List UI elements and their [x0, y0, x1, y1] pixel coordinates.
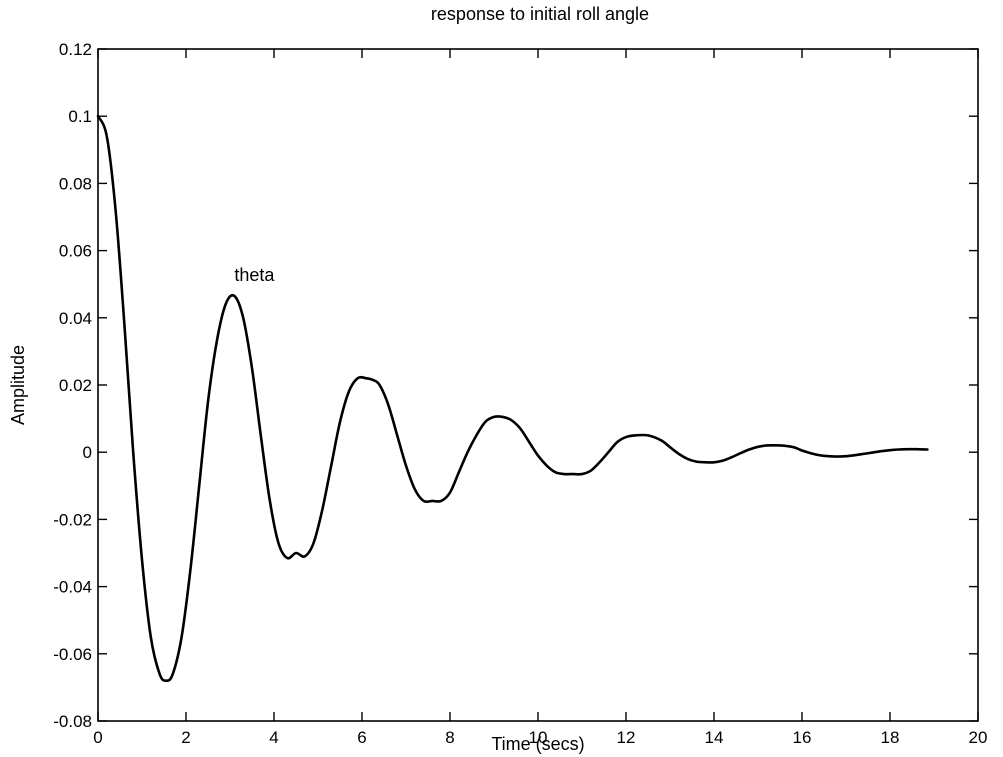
y-tick-label: 0.02 [59, 376, 92, 395]
x-tick-label: 2 [181, 728, 190, 747]
y-tick-label: 0.1 [68, 107, 92, 126]
x-tick-label: 6 [357, 728, 366, 747]
x-axis-label: Time (secs) [491, 734, 584, 754]
y-tick-label: 0.08 [59, 174, 92, 193]
x-tick-label: 0 [93, 728, 102, 747]
x-tick-label: 8 [445, 728, 454, 747]
y-tick-label: 0 [83, 443, 92, 462]
plot-area: 0 2 4 6 8 10 12 14 16 18 20 -0.08-0.06-0.04-0.0200… [53, 40, 987, 747]
x-tick-label: 14 [705, 728, 724, 747]
x-tick-label: 12 [617, 728, 636, 747]
x-axis-ticks [97, 49, 979, 721]
chart-title: response to initial roll angle [431, 4, 649, 24]
y-axis-label: Amplitude [8, 345, 28, 425]
series-line-0 [96, 114, 929, 682]
x-tick-label: 20 [969, 728, 988, 747]
y-tick-label: -0.04 [53, 578, 92, 597]
x-tick-label: 10 [529, 728, 548, 747]
y-tick-label: -0.02 [53, 510, 92, 529]
x-tick-label: 18 [881, 728, 900, 747]
x-tick-label: 4 [269, 728, 278, 747]
series-layer [96, 114, 929, 682]
y-tick-label: 0.12 [59, 40, 92, 59]
y-axis-tick-labels: -0.08 -0.06 -0.04 -0.02 0 0.02 0.04 0.06 0.08 0.1… [53, 40, 92, 731]
y-tick-label: -0.08 [53, 712, 92, 731]
y-tick-label: 0.04 [59, 309, 92, 328]
y-axis-ticks [98, 48, 978, 722]
y-tick-label: 0.06 [59, 242, 92, 261]
annotation-label: theta [234, 265, 275, 285]
y-tick-label: -0.06 [53, 645, 92, 664]
x-axis-tick-labels: 0 2 4 6 8 10 12 14 16 18 20 [93, 728, 987, 747]
annotation-layer: theta [234, 265, 275, 285]
axes-frame [97, 48, 979, 722]
x-tick-label: 16 [793, 728, 812, 747]
